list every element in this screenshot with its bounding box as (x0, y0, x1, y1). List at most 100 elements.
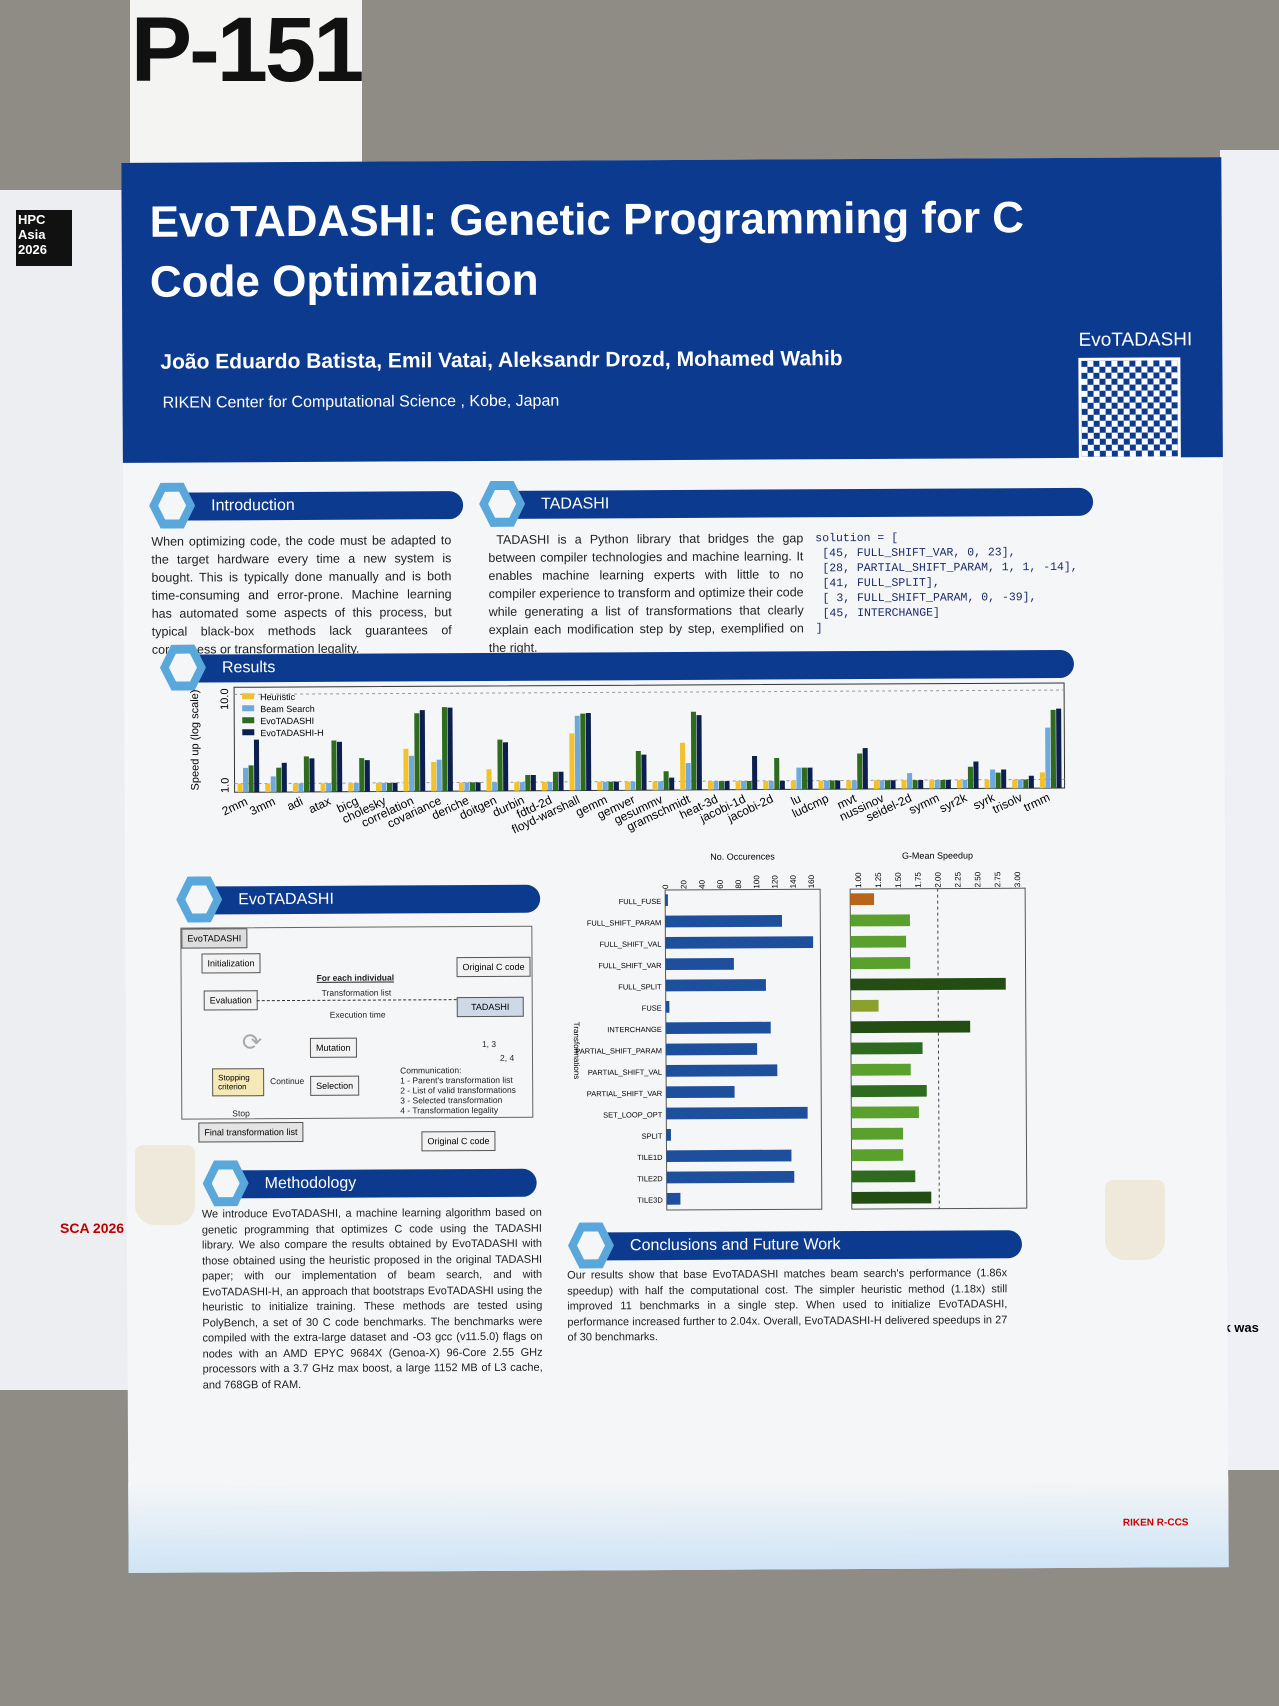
bar (665, 1000, 670, 1013)
bar-evotadashi-h (475, 782, 481, 792)
bar-beam-search (243, 767, 249, 793)
occurrences-bar-chart: No. Occurences 0 20 40 60 80 100 120 140 160 FULL_… (572, 851, 823, 1211)
bar-evotadashi-h (835, 780, 841, 790)
bar-beam-search (547, 781, 553, 791)
y-tick-label: FULL_SPLIT (618, 982, 662, 991)
bar-evotadashi (746, 780, 752, 790)
bar-evotadashi-h (945, 779, 951, 789)
bar-heuristic (486, 769, 492, 791)
chart-title: No. Occurences (710, 851, 775, 861)
legend-label: EvoTADASHI-H (260, 728, 323, 738)
original-c-code-box: Original C code (456, 956, 531, 978)
bar-heuristic (984, 779, 990, 789)
x-tick-label: 40 (698, 879, 707, 888)
bar-heuristic (763, 780, 769, 790)
section-header-methodology: Methodology (217, 1169, 537, 1199)
bar-heuristic (818, 780, 824, 790)
y-tick-label: PARTIAL_SHIFT_VAR (587, 1089, 663, 1098)
bar-evotadashi-h (364, 760, 370, 792)
bar-evotadashi (718, 781, 725, 790)
y-tick-label: TILE1D (637, 1153, 663, 1162)
evaluation-box: Evaluation (203, 990, 258, 1011)
bar-evotadashi (441, 707, 448, 792)
bar-evotadashi (995, 772, 1001, 789)
x-tick-label: 120 (770, 875, 779, 889)
x-tick-label: 20 (679, 879, 688, 888)
neighbor-poster-right: This work was (1170, 150, 1279, 1470)
bar (666, 1170, 795, 1184)
bar-evotadashi-h (724, 781, 730, 790)
x-tick-label: 1.75 (914, 872, 923, 888)
bar (666, 1064, 778, 1077)
bar-beam-search (685, 763, 691, 790)
bar-evotadashi (967, 766, 974, 789)
poster-number-card: P-151 (130, 0, 364, 170)
qr-code[interactable] (1078, 357, 1181, 460)
bar (850, 977, 1006, 991)
bar-evotadashi-h (779, 780, 785, 790)
bar-evotadashi (690, 711, 697, 790)
bar-heuristic (956, 779, 962, 789)
x-tick-label: 160 (807, 874, 816, 888)
paper-cup (135, 1145, 195, 1225)
execution-time-label: Execution time (329, 1009, 386, 1020)
x-tick-label: adi (285, 794, 305, 814)
bar (666, 1106, 808, 1120)
bar-heuristic (707, 781, 713, 790)
bar-heuristic (1039, 772, 1045, 789)
legend-label: Beam Search (260, 704, 315, 714)
bar-evotadashi (386, 782, 393, 792)
hexagon-icon (203, 1160, 249, 1206)
y-tick-label: INTERCHANGE (607, 1025, 662, 1034)
bar-evotadashi (829, 780, 835, 790)
bar-evotadashi (884, 780, 891, 789)
bar-heuristic (292, 783, 298, 792)
bar (666, 1192, 681, 1205)
poster: EvoTADASHI: Genetic Programming for C Co… (121, 157, 1229, 1573)
bar-beam-search (851, 780, 857, 790)
bar-heuristic (541, 782, 547, 791)
poster-footer: RIKEN R-CCS (128, 1477, 1229, 1573)
bar-beam-search (574, 715, 581, 791)
y-tick-label: FUSE (642, 1004, 662, 1013)
x-tick-label: trisolv (990, 790, 1024, 816)
bar (665, 894, 668, 907)
tadashi-box: TADASHI (456, 996, 524, 1018)
x-tick-label: 0 (661, 884, 670, 889)
legend-label: EvoTADASHI (260, 716, 314, 726)
section-header-evotadashi: EvoTADASHI (190, 885, 541, 915)
bar-heuristic (597, 781, 603, 791)
bar-heuristic (901, 780, 907, 789)
solution-code: solution = [ [45, FULL_SHIFT_VAR, 0, 23]… (815, 531, 1078, 636)
poster-header: EvoTADASHI: Genetic Programming for C Co… (121, 157, 1223, 463)
bar-heuristic (790, 780, 796, 790)
y-tick-label: FULL_SHIFT_PARAM (587, 918, 662, 927)
bar-evotadashi-h (253, 739, 260, 793)
bar-evotadashi-h (336, 741, 343, 792)
reference-line (937, 888, 940, 1209)
bar-evotadashi-h (669, 777, 675, 791)
bar-evotadashi (801, 767, 808, 790)
bar (851, 1191, 932, 1204)
x-tick-label: 2.50 (973, 871, 982, 887)
hexagon-icon (568, 1222, 614, 1268)
bar-beam-search (1045, 727, 1051, 789)
bar-evotadashi-h (890, 780, 896, 789)
x-tick-label: 2.25 (953, 871, 962, 887)
initialization-box: Initialization (201, 953, 261, 974)
section-title: Introduction (211, 496, 295, 515)
bar (850, 893, 875, 906)
poster-title: EvoTADASHI: Genetic Programming for C Co… (149, 193, 1025, 307)
evotadashi-diagram: EvoTADASHI Initialization Evaluation For… (180, 925, 534, 1120)
bar-heuristic (735, 781, 741, 790)
bar-heuristic (403, 748, 409, 792)
y-tick-label: TILE3D (637, 1196, 663, 1205)
x-tick-label: 2mm (220, 794, 250, 818)
bar-heuristic (375, 782, 381, 792)
bar-heuristic (929, 779, 935, 789)
bar-evotadashi (912, 780, 918, 789)
bar-heuristic (624, 781, 630, 791)
bar-evotadashi (497, 739, 503, 791)
mutation-box: Mutation (309, 1037, 357, 1058)
section-title: EvoTADASHI (238, 890, 334, 909)
